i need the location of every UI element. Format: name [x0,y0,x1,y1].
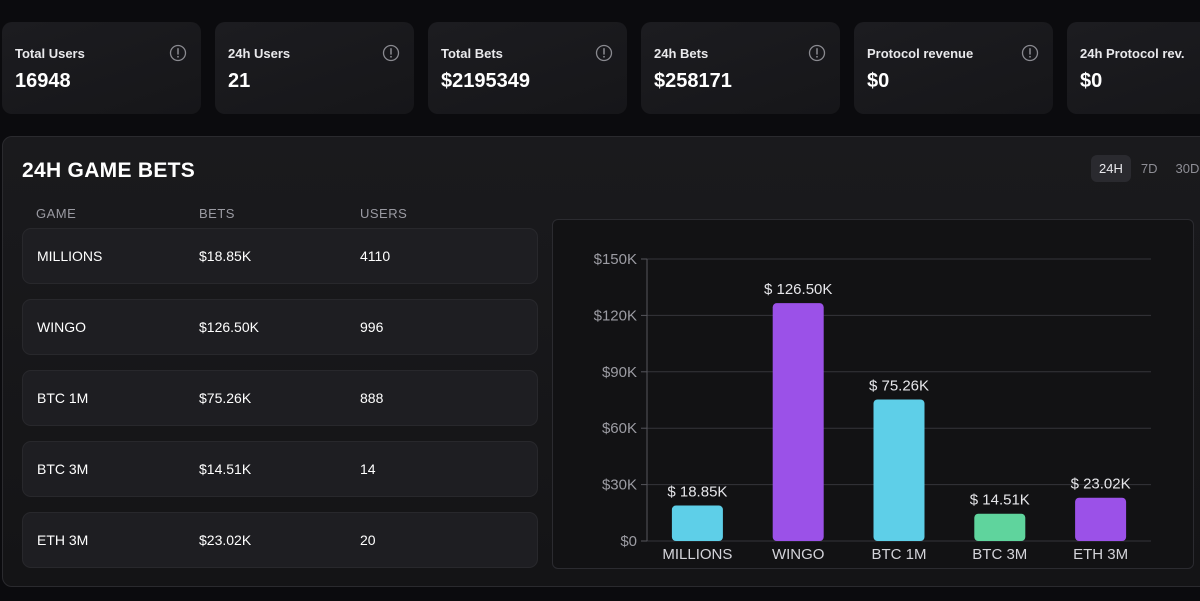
table-row[interactable]: BTC 1M $75.26K 888 [22,370,538,426]
x-tick-label: MILLIONS [662,546,732,563]
game-bets-panel: 24H GAME BETS 24H 7D 30D GAME BETS USERS… [2,136,1200,587]
stat-label: 24h Users [228,46,291,61]
stat-value: 21 [228,70,251,92]
stat-label: Total Users [15,46,85,61]
cell-users: 996 [360,319,384,335]
cell-game: MILLIONS [37,248,103,264]
info-icon[interactable] [382,44,400,62]
cell-users: 4110 [360,248,391,264]
stat-card-24h-users: 24h Users 21 [215,22,414,114]
cell-bets: $75.26K [199,390,252,406]
stat-value: $0 [1080,70,1103,92]
bar-value-label: $ 23.02K [1071,476,1131,493]
bar-btc-1m [873,399,925,541]
bar-chart: $0 $30K $60K $90K $120K $150K $ 18.85K MILLIONS… [594,251,1151,563]
cell-bets: $18.85K [199,248,252,264]
table-row[interactable]: ETH 3M $23.02K 20 [22,512,538,568]
table-row[interactable]: WINGO $126.50K 996 [22,299,538,355]
cell-game: WINGO [37,319,86,335]
y-tick-label: $0 [620,533,637,550]
cell-game: ETH 3M [37,532,89,548]
y-tick-label: $90K [602,364,637,381]
header-game: GAME [36,206,77,221]
table-header: GAME BETS USERS [3,206,543,222]
bar-value-label: $ 14.51K [970,492,1030,509]
stat-value: 16948 [15,70,71,92]
y-tick-label: $120K [594,307,637,324]
info-icon[interactable] [808,44,826,62]
stat-label: Total Bets [441,46,503,61]
y-tick-label: $30K [602,477,637,494]
cell-bets: $23.02K [199,532,252,548]
stat-card-24h-bets: 24h Bets $258171 [641,22,840,114]
bar-eth-3m [1075,497,1127,541]
table-row[interactable]: BTC 3M $14.51K 14 [22,441,538,497]
cell-users: 888 [360,390,384,406]
stat-label: Protocol revenue [867,46,974,61]
stat-label: 24h Protocol rev. [1080,46,1185,61]
x-tick-label: ETH 3M [1073,546,1128,563]
y-tick-label: $60K [602,420,637,437]
x-tick-label: BTC 1M [871,546,926,563]
info-icon[interactable] [169,44,187,62]
stats-row: Total Users 16948 24h Users 21 Total Bet… [2,22,1200,114]
bar-millions [671,505,723,541]
cell-bets: $126.50K [199,319,259,335]
range-30d-button[interactable]: 30D [1175,161,1200,176]
info-icon[interactable] [595,44,613,62]
cell-game: BTC 1M [37,390,89,406]
stat-card-total-users: Total Users 16948 [2,22,201,114]
cell-users: 20 [360,532,376,548]
bar-value-label: $ 126.50K [764,281,832,298]
panel-title: 24H GAME BETS [22,159,196,182]
range-7d-button[interactable]: 7D [1140,161,1158,176]
cell-users: 14 [360,461,376,477]
range-24h-button[interactable]: 24H [1091,155,1131,182]
bar-wingo [772,303,824,541]
stat-card-protocol-revenue: Protocol revenue $0 [854,22,1053,114]
stat-value: $2195349 [441,70,530,92]
cell-game: BTC 3M [37,461,89,477]
header-bets: BETS [199,206,235,221]
x-tick-label: BTC 3M [972,546,1027,563]
stat-label: 24h Bets [654,46,709,61]
stat-value: $0 [867,70,890,92]
stat-card-24h-protocol-rev: 24h Protocol rev. $0 [1067,22,1200,114]
bar-btc-3m [974,513,1026,541]
stat-value: $258171 [654,70,732,92]
bar-chart-container: $0 $30K $60K $90K $120K $150K $ 18.85K MILLIONS… [552,219,1194,569]
y-tick-label: $150K [594,251,637,268]
header-users: USERS [360,206,408,221]
stat-card-total-bets: Total Bets $2195349 [428,22,627,114]
bar-value-label: $ 18.85K [667,484,727,501]
time-range-selector: 24H 7D 30D [1091,155,1200,182]
bar-value-label: $ 75.26K [869,378,929,395]
cell-bets: $14.51K [199,461,252,477]
x-tick-label: WINGO [772,546,825,563]
info-icon[interactable] [1021,44,1039,62]
table-row[interactable]: MILLIONS $18.85K 4110 [22,228,538,284]
